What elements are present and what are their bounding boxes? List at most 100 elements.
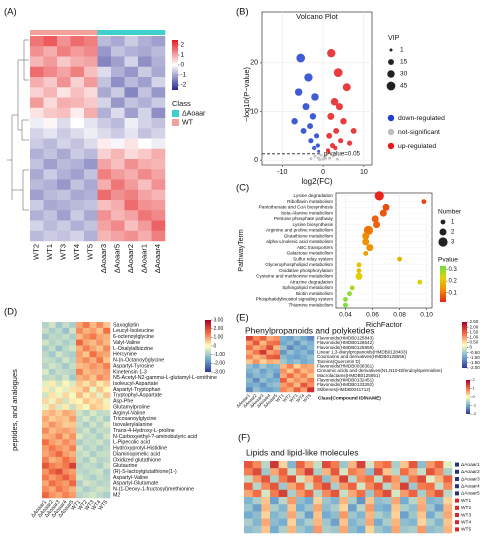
- heatmap-cell: [62, 333, 70, 340]
- heatmap-cell: [266, 378, 274, 383]
- heatmap-cell: [280, 378, 288, 383]
- heatmap-cell: [296, 489, 305, 498]
- heatmap-cell: [300, 340, 308, 346]
- heatmap-cell: [296, 525, 305, 534]
- heatmap-cell: [307, 387, 315, 393]
- data-point: [315, 143, 320, 148]
- heatmap-cell: [259, 378, 267, 383]
- heatmap-cell: [55, 374, 63, 381]
- heatmap-cell: [443, 525, 453, 534]
- row-label: Flavonoids(HMDB0125843): [317, 336, 374, 341]
- data-point: [350, 128, 357, 134]
- row-label: ΔAoaar5: [461, 491, 480, 497]
- heatmap-cell: [57, 77, 71, 88]
- column-label: WT4: [295, 393, 305, 403]
- heatmap-cell: [30, 230, 44, 242]
- heatmap-cell: [82, 404, 90, 411]
- heatmap-cell: [42, 480, 50, 487]
- colorbar-label: -2.00: [214, 361, 226, 367]
- heatmap-cell: [48, 427, 56, 434]
- data-point: [311, 93, 319, 101]
- heatmap-cell: [382, 525, 392, 534]
- heatmap-cell: [103, 433, 111, 440]
- heatmap-cell: [280, 340, 288, 346]
- heatmap-cell: [443, 489, 453, 498]
- heatmap-cell: [417, 489, 427, 498]
- heatmap-cell: [138, 36, 152, 47]
- heatmap-cell: [374, 518, 383, 527]
- heatmap-cell: [286, 373, 294, 379]
- heatmap-cell: [111, 36, 125, 47]
- heatmap-cell: [391, 468, 401, 476]
- heatmap-cell: [97, 56, 112, 67]
- colorbar-label: -1.50: [470, 360, 481, 365]
- heatmap-cell: [252, 511, 262, 519]
- heatmap-cell: [330, 504, 340, 512]
- heatmap-cell: [286, 340, 294, 346]
- colorbar-label: 0: [181, 62, 185, 69]
- heatmap-cell: [313, 518, 323, 527]
- heatmap-cell: [42, 351, 50, 358]
- heatmap-cell: [286, 387, 294, 393]
- legend-size: [439, 228, 447, 236]
- heatmap-cell: [313, 482, 323, 491]
- heatmap-cell: [365, 525, 375, 534]
- heatmap-cell: [273, 387, 281, 393]
- heatmap-cell: [89, 327, 97, 334]
- heatmap-cell: [300, 350, 308, 355]
- heatmap-cell: [48, 439, 56, 446]
- row-label: Diaminopimelic acid: [113, 451, 160, 457]
- heatmap-cell: [348, 511, 357, 519]
- heatmap-cell: [96, 398, 104, 405]
- heatmap-cell: [266, 359, 274, 365]
- heatmap-cell: [417, 475, 427, 483]
- heatmap-cell: [252, 518, 262, 527]
- heatmap-cell: [89, 468, 97, 475]
- data-point: [356, 262, 362, 268]
- column-label: WT1: [70, 499, 82, 511]
- data-point: [330, 98, 339, 106]
- heatmap-cell: [30, 118, 44, 129]
- data-point: [338, 138, 344, 144]
- heatmap-cell: [252, 387, 260, 393]
- y-tick-label: Galactose metabolism: [287, 251, 333, 256]
- data-point: [312, 145, 317, 151]
- row-label: (R)-S-lactoylglutathione(1-): [113, 469, 177, 475]
- row-label: Aspartyl-Tryptophan: [113, 387, 161, 393]
- data-point: [327, 49, 336, 58]
- heatmap-cell: [261, 518, 271, 527]
- heatmap-cell: [293, 345, 301, 351]
- row-label: L-Oxalylalbizzine: [113, 346, 153, 352]
- heatmap-cell: [69, 480, 77, 487]
- heatmap-cell: [307, 368, 315, 374]
- heatmap-cell: [434, 525, 444, 534]
- heatmap-cell: [356, 504, 366, 512]
- heatmap-cell: [43, 66, 58, 78]
- heatmap-cell: [62, 445, 70, 452]
- heatmap-cell: [97, 66, 112, 78]
- heatmap-cell: [273, 378, 281, 383]
- heatmap-cell: [151, 97, 166, 108]
- heatmap-cell: [434, 504, 444, 512]
- heatmap-cell: [103, 363, 111, 370]
- heatmap-cell: [443, 504, 453, 512]
- heatmap-cell: [57, 230, 71, 242]
- row-label: Tryptophyl-Aspartate: [113, 393, 162, 399]
- heatmap-cell: [48, 345, 56, 352]
- heatmap-cell: [55, 468, 63, 475]
- heatmap-cell: [244, 468, 253, 476]
- heatmap-cell: [62, 322, 70, 329]
- colorbar-label: -2: [181, 82, 187, 89]
- data-point: [309, 157, 313, 161]
- heatmap-cell: [96, 339, 104, 346]
- heatmap-cell: [103, 421, 111, 428]
- heatmap-cell: [82, 456, 90, 464]
- heatmap-cell: [270, 489, 279, 498]
- heatmap-cell: [48, 333, 56, 340]
- heatmap-cell: [259, 354, 267, 360]
- row-label: Hercynine: [113, 352, 137, 358]
- heatmap-cell: [55, 492, 63, 499]
- heatmap-cell: [48, 322, 56, 329]
- heatmap-cell: [55, 333, 63, 340]
- column-label: ΔAoaar1: [140, 244, 149, 273]
